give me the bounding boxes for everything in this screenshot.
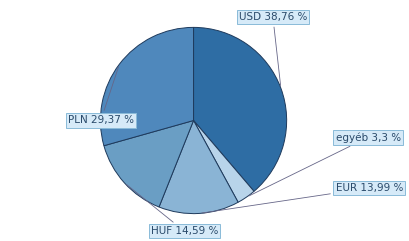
Text: egyéb 3,3 %: egyéb 3,3 % [249, 132, 401, 196]
Wedge shape [159, 120, 238, 214]
Text: EUR 13,99 %: EUR 13,99 % [202, 183, 403, 213]
Text: HUF 14,59 %: HUF 14,59 % [126, 185, 218, 236]
Text: USD 38,76 %: USD 38,76 % [239, 12, 307, 86]
Wedge shape [104, 120, 193, 207]
Text: PLN 29,37 %: PLN 29,37 % [68, 67, 134, 126]
Wedge shape [193, 27, 287, 191]
Wedge shape [101, 27, 193, 146]
Wedge shape [193, 120, 254, 202]
